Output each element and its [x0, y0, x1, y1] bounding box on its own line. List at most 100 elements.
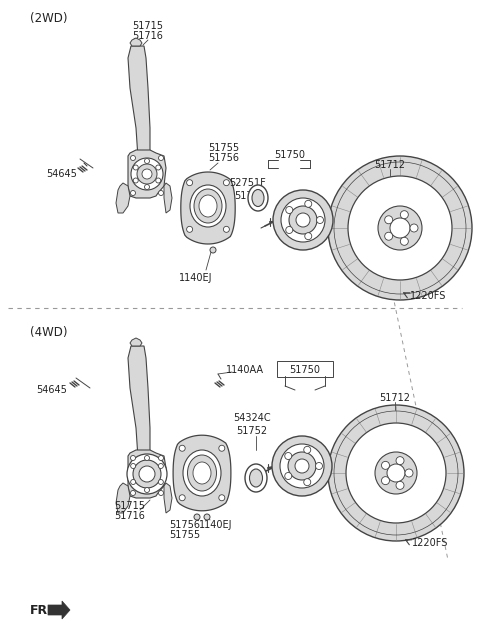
Polygon shape: [130, 338, 142, 346]
Text: 51756: 51756: [208, 153, 240, 163]
Ellipse shape: [194, 189, 222, 223]
Text: 51755: 51755: [208, 143, 240, 153]
Circle shape: [133, 165, 138, 170]
Circle shape: [382, 461, 389, 469]
Text: 54645: 54645: [36, 385, 67, 395]
Circle shape: [281, 198, 325, 242]
Text: 1140EJ: 1140EJ: [199, 520, 233, 530]
Text: 51756: 51756: [169, 520, 201, 530]
Circle shape: [396, 457, 404, 464]
Circle shape: [315, 462, 323, 469]
Ellipse shape: [188, 455, 216, 491]
Circle shape: [158, 480, 163, 485]
Polygon shape: [48, 601, 70, 619]
Circle shape: [348, 176, 452, 280]
Circle shape: [137, 164, 157, 184]
Circle shape: [286, 206, 293, 213]
Text: 1140AA: 1140AA: [226, 365, 264, 375]
Circle shape: [296, 213, 310, 227]
Ellipse shape: [193, 462, 211, 484]
Text: FR.: FR.: [30, 603, 53, 617]
Text: 1220FS: 1220FS: [412, 538, 448, 548]
Text: 51755: 51755: [169, 530, 201, 540]
Circle shape: [187, 180, 192, 185]
Circle shape: [285, 452, 292, 459]
Polygon shape: [181, 172, 235, 244]
Circle shape: [156, 178, 161, 183]
Circle shape: [156, 165, 161, 170]
Circle shape: [219, 445, 225, 451]
Ellipse shape: [250, 469, 263, 487]
Circle shape: [144, 455, 149, 461]
Text: 1220FS: 1220FS: [410, 291, 446, 301]
Circle shape: [133, 178, 138, 183]
Circle shape: [204, 514, 210, 520]
Circle shape: [179, 495, 185, 501]
Ellipse shape: [183, 450, 221, 496]
Circle shape: [280, 444, 324, 488]
Circle shape: [142, 169, 152, 179]
Ellipse shape: [252, 189, 264, 206]
Circle shape: [387, 464, 405, 482]
Circle shape: [410, 224, 418, 232]
Circle shape: [223, 226, 229, 233]
Circle shape: [328, 156, 472, 300]
Text: 51716: 51716: [132, 31, 163, 41]
Circle shape: [158, 455, 164, 461]
Text: 51715: 51715: [115, 501, 145, 511]
Circle shape: [384, 233, 393, 240]
Circle shape: [304, 478, 311, 485]
Circle shape: [382, 476, 389, 485]
Text: 51715: 51715: [132, 21, 164, 31]
Polygon shape: [164, 483, 172, 513]
Text: 51752: 51752: [234, 191, 265, 201]
Circle shape: [304, 447, 311, 454]
Circle shape: [158, 155, 164, 161]
Circle shape: [273, 190, 333, 250]
Circle shape: [131, 158, 163, 190]
Polygon shape: [116, 483, 130, 513]
Circle shape: [305, 200, 312, 207]
Text: 51750: 51750: [289, 365, 321, 375]
Text: 51752: 51752: [237, 426, 267, 436]
Ellipse shape: [199, 195, 217, 217]
Circle shape: [158, 464, 163, 468]
Text: 54645: 54645: [47, 169, 77, 179]
Circle shape: [305, 233, 312, 240]
Circle shape: [390, 218, 410, 238]
Circle shape: [139, 466, 155, 482]
Circle shape: [346, 423, 446, 523]
Polygon shape: [116, 183, 130, 213]
Circle shape: [144, 159, 149, 164]
Circle shape: [194, 514, 200, 520]
Polygon shape: [128, 346, 150, 458]
Ellipse shape: [190, 185, 226, 227]
Text: 54324C: 54324C: [233, 413, 271, 423]
Circle shape: [131, 190, 135, 196]
Circle shape: [133, 460, 161, 488]
Text: 51712: 51712: [380, 393, 410, 403]
Circle shape: [187, 226, 192, 233]
Circle shape: [144, 185, 149, 189]
Circle shape: [295, 459, 309, 473]
Polygon shape: [128, 450, 166, 498]
Circle shape: [286, 227, 293, 234]
Circle shape: [223, 180, 229, 185]
Circle shape: [289, 206, 317, 234]
Circle shape: [375, 452, 417, 494]
Circle shape: [179, 445, 185, 451]
Text: 51750: 51750: [275, 150, 305, 160]
Circle shape: [285, 473, 292, 480]
Circle shape: [272, 436, 332, 496]
Circle shape: [131, 455, 135, 461]
Circle shape: [131, 464, 136, 468]
Circle shape: [158, 190, 164, 196]
Polygon shape: [130, 38, 142, 46]
Circle shape: [127, 454, 167, 494]
Text: (4WD): (4WD): [30, 326, 68, 338]
Circle shape: [158, 490, 164, 496]
Circle shape: [288, 452, 316, 480]
Circle shape: [378, 206, 422, 250]
Circle shape: [219, 495, 225, 501]
Circle shape: [316, 217, 324, 224]
